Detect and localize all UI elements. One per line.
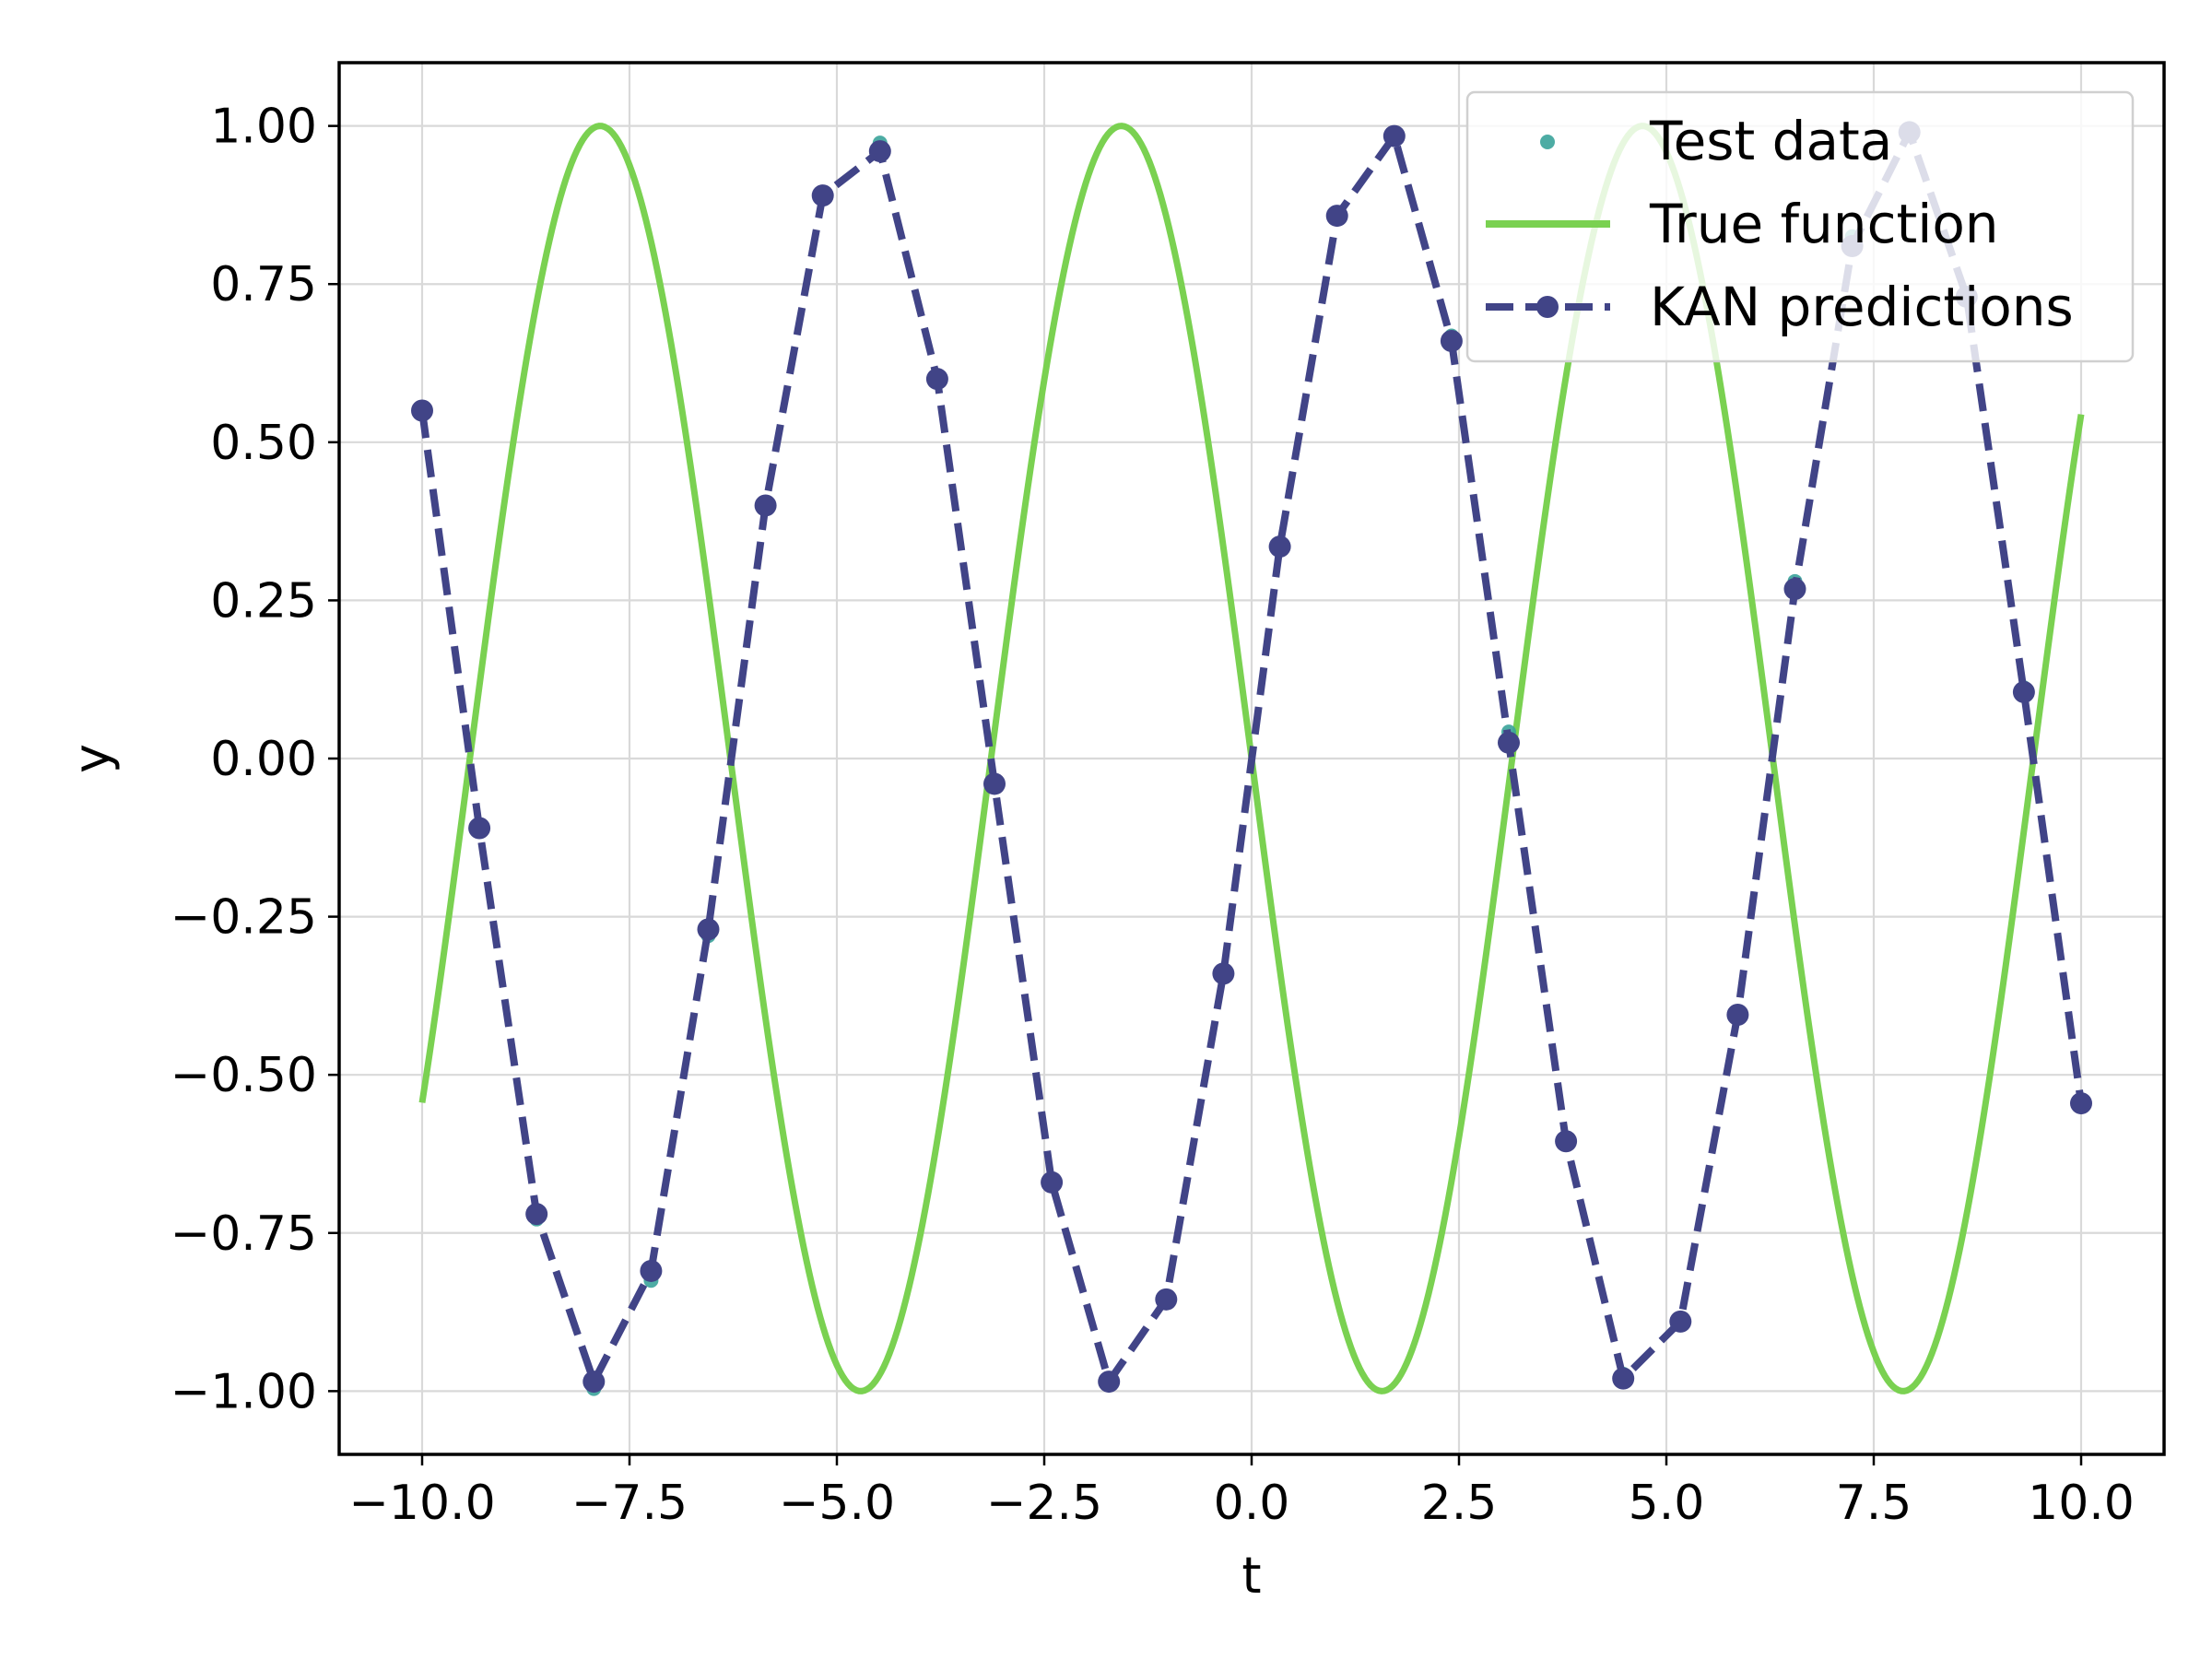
x-tick-label: −5.0	[779, 1476, 895, 1531]
y-tick-label: 0.50	[210, 416, 317, 471]
kan-prediction-point	[525, 1203, 548, 1226]
kan-prediction-point	[1325, 205, 1348, 228]
kan-prediction-point	[1783, 578, 1806, 601]
kan-prediction-point	[1555, 1130, 1578, 1153]
y-axis: −1.00 −0.75 −0.50 −0.25 0.00 0.25 0.50 0.75 1.00	[171, 100, 339, 1419]
kan-prediction-point	[1726, 1003, 1749, 1026]
x-tick-label: −7.5	[571, 1476, 688, 1531]
legend-marker-test-data	[1540, 135, 1555, 149]
kan-prediction-point	[1155, 1288, 1178, 1311]
legend-box	[1465, 90, 2135, 363]
legend: Test data True function KAN predictions	[1465, 90, 2135, 363]
kan-prediction-point	[582, 1371, 606, 1394]
kan-prediction-point	[2070, 1092, 2092, 1115]
kan-prediction-point	[1041, 1171, 1064, 1194]
y-tick-label: −0.75	[171, 1206, 317, 1262]
y-tick-label: −0.50	[171, 1048, 317, 1103]
kan-prediction-point	[925, 368, 948, 391]
kan-prediction-point	[411, 399, 433, 422]
kan-predictions-line	[418, 128, 2085, 1386]
y-tick-label: 0.75	[210, 257, 317, 312]
kan-prediction-point	[1382, 124, 1406, 147]
kan-prediction-point	[2012, 680, 2035, 703]
kan-prediction-point	[1440, 330, 1463, 352]
y-tick-label: 0.00	[210, 732, 317, 787]
kan-prediction-point	[1212, 962, 1235, 985]
y-tick-label: −0.25	[171, 890, 317, 946]
x-tick-label: −2.5	[986, 1476, 1102, 1531]
legend-label-kan-predictions: KAN predictions	[1650, 276, 2074, 338]
y-tick-label: −1.00	[171, 1364, 317, 1419]
x-axis: −10.0 −7.5 −5.0 −2.5 0.0 2.5 5.0 7.5 10.0	[348, 1454, 2135, 1531]
kan-prediction-point	[468, 817, 491, 840]
y-axis-title: y	[63, 744, 121, 773]
x-tick-label: 2.5	[1421, 1476, 1498, 1531]
kan-prediction-point	[1612, 1367, 1635, 1390]
kan-prediction-point	[1669, 1310, 1692, 1333]
kan-prediction-point	[1268, 535, 1291, 559]
legend-label-true-function: True function	[1649, 193, 1999, 255]
x-tick-label: 10.0	[2028, 1476, 2135, 1531]
kan-prediction-point	[754, 494, 777, 517]
kan-prediction-point	[640, 1259, 663, 1282]
kan-prediction-point	[868, 140, 891, 163]
x-tick-label: 5.0	[1629, 1476, 1705, 1531]
kan-prediction-point	[1498, 731, 1520, 754]
x-tick-label: −10.0	[348, 1476, 495, 1531]
x-tick-label: 0.0	[1214, 1476, 1290, 1531]
y-tick-label: 1.00	[210, 100, 317, 155]
legend-label-test-data: Test data	[1649, 110, 1892, 172]
legend-marker-kan-predictions	[1536, 296, 1559, 318]
x-tick-label: 7.5	[1836, 1476, 1912, 1531]
kan-prediction-point	[811, 184, 834, 207]
kan-prediction-point	[697, 918, 720, 941]
y-tick-label: 0.25	[210, 573, 317, 629]
kan-prediction-point	[983, 772, 1006, 795]
kan-prediction-point	[1098, 1371, 1121, 1394]
x-axis-title: t	[1241, 1547, 1261, 1605]
